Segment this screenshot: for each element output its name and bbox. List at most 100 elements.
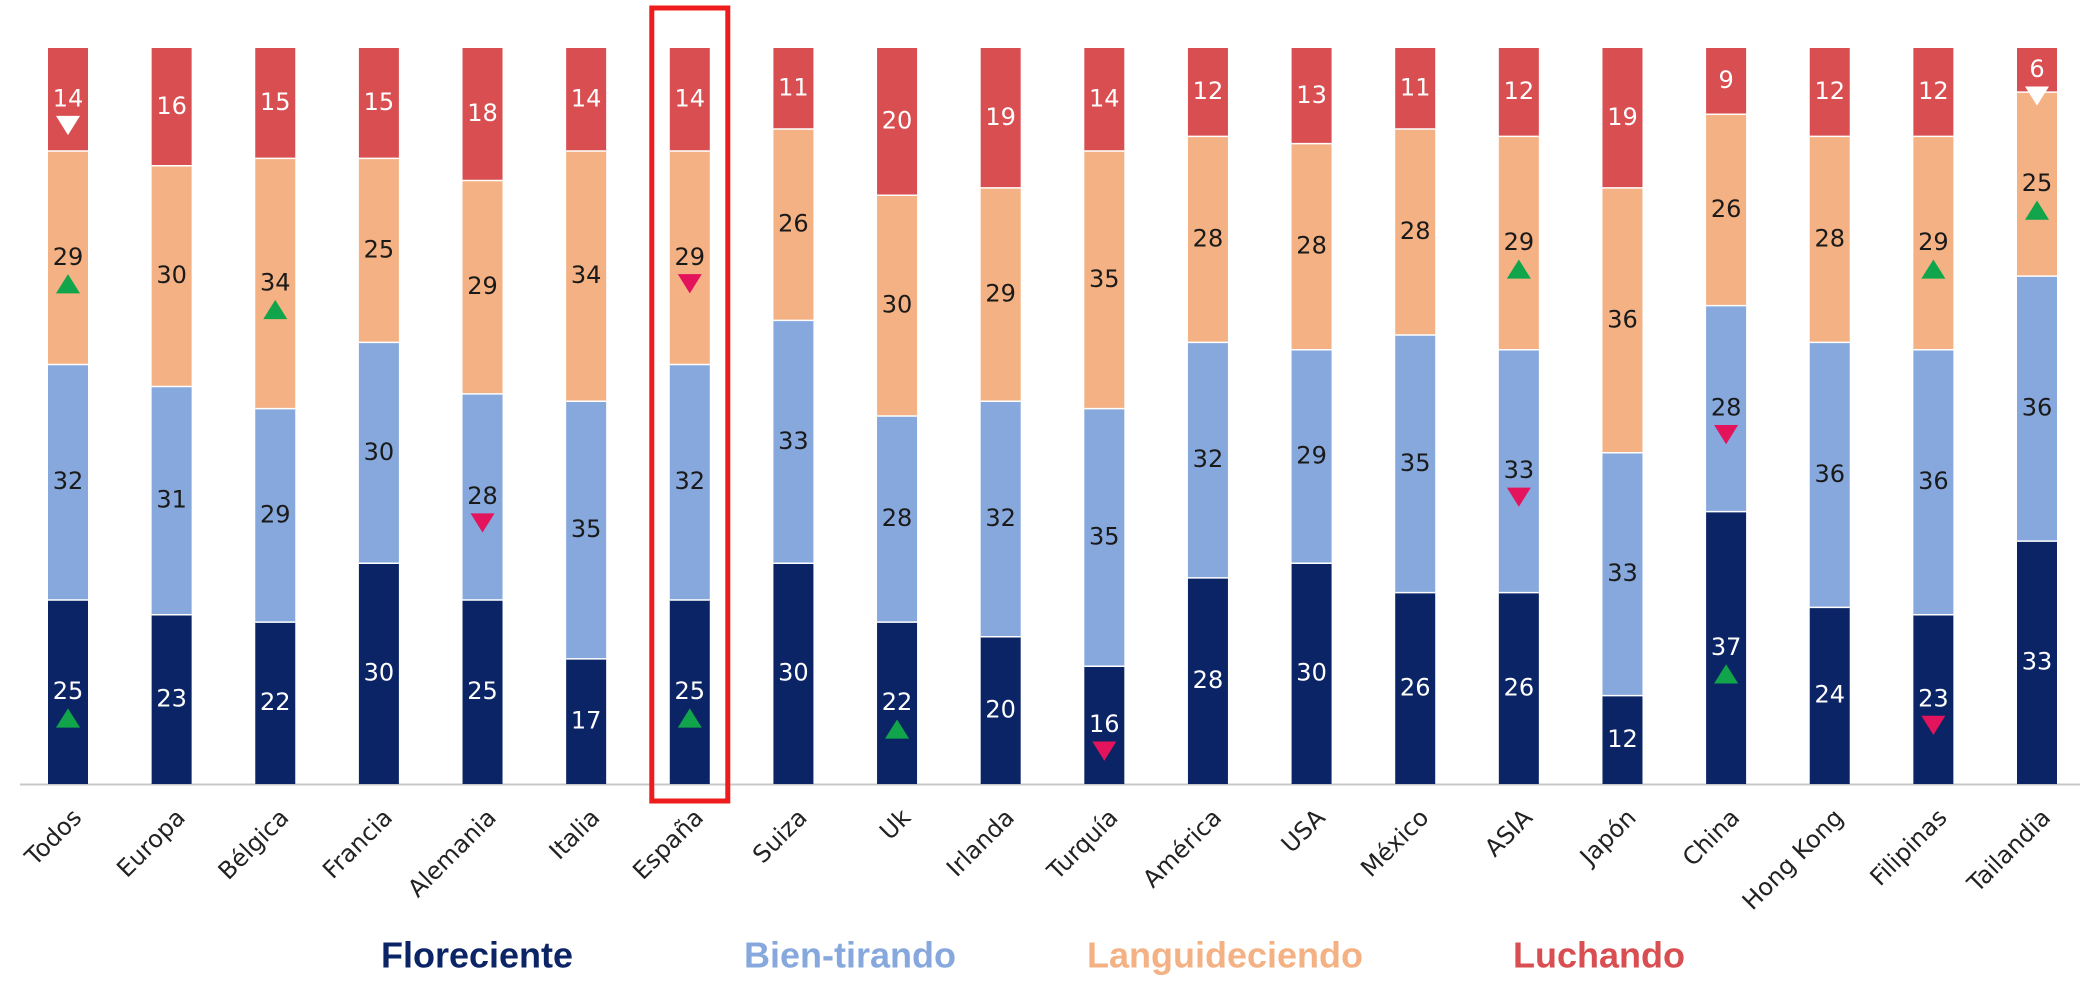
value-label: 31 [156, 486, 187, 514]
trend-arrow [263, 299, 288, 320]
bar-segment [980, 636, 1021, 784]
x-tick-label: Irlanda [941, 803, 1020, 882]
bar-segment [462, 393, 503, 600]
x-tick-label: Japón [1573, 803, 1642, 872]
value-label: 33 [1504, 456, 1535, 484]
value-label: 30 [778, 659, 809, 687]
bar-segment [1913, 349, 1954, 615]
value-label: 16 [156, 92, 187, 120]
bar-segment [358, 158, 399, 343]
bar-segment [2017, 276, 2057, 542]
trend-arrow [1506, 487, 1531, 507]
bar-segment [1084, 408, 1125, 667]
value-label: 12 [1193, 77, 1224, 105]
x-tick-label: Hong Kong [1737, 803, 1849, 915]
value-label: 25 [364, 235, 395, 263]
value-label: 37 [1711, 633, 1742, 661]
x-tick-label: Uk [874, 803, 916, 845]
value-label: 35 [1400, 449, 1431, 477]
bar-segment [1913, 136, 1954, 350]
trend-arrow [1092, 741, 1117, 761]
bar-segment [1498, 136, 1539, 350]
bar-segment [151, 614, 192, 784]
x-tick-label: ASIA [1479, 803, 1538, 862]
bar-segment [1395, 335, 1436, 593]
bar-segment [1602, 452, 1643, 696]
value-label: 12 [1607, 725, 1638, 753]
bar-segment [1187, 342, 1228, 578]
bar-segment [1395, 128, 1436, 336]
value-label: 18 [467, 99, 498, 127]
bar-segment [669, 151, 710, 365]
bar-segment [1291, 349, 1332, 564]
bar-segment [1395, 592, 1436, 784]
value-label: 29 [985, 280, 1016, 308]
bar-segment [566, 401, 607, 659]
value-label: 12 [1814, 77, 1845, 105]
value-label: 34 [260, 269, 291, 297]
bar-segment [1187, 48, 1228, 137]
value-label: 35 [1089, 265, 1120, 293]
trend-arrow [2025, 86, 2049, 106]
bar-segment [1809, 607, 1850, 784]
value-label: 11 [1400, 73, 1431, 101]
value-label: 15 [260, 88, 291, 116]
bar-segment [1084, 48, 1125, 152]
x-tick-label: España [627, 803, 709, 885]
x-tick-label: Suiza [747, 803, 812, 868]
bar-segment [1809, 48, 1850, 137]
bar-segment [669, 364, 710, 600]
legend-entry: Luchando [1513, 935, 1685, 976]
x-tick-label: Todos [19, 803, 87, 871]
bar-segment [462, 48, 503, 181]
trend-arrow [1506, 259, 1531, 279]
value-label: 32 [1193, 445, 1224, 473]
value-label: 25 [675, 677, 706, 705]
value-label: 28 [1296, 232, 1327, 260]
bar-segment [980, 48, 1021, 188]
bar-segment [1602, 187, 1643, 453]
value-label: 36 [1814, 460, 1845, 488]
value-label: 15 [364, 88, 395, 116]
value-label: 33 [778, 427, 809, 455]
bar-segment [1809, 136, 1850, 343]
x-tick-label: Italia [544, 803, 606, 865]
value-label: 26 [1711, 195, 1742, 223]
value-label: 14 [1089, 85, 1120, 113]
x-tick-label: Europa [111, 803, 190, 882]
value-label: 29 [260, 500, 291, 528]
bar-segment [1498, 48, 1539, 137]
value-label: 30 [1296, 659, 1327, 687]
bar-segment [1291, 48, 1332, 144]
bar-segment [1291, 143, 1332, 350]
legend-entry: Bien-tirando [744, 935, 956, 976]
value-label: 32 [985, 504, 1016, 532]
value-label: 22 [260, 688, 291, 716]
bar-segment [48, 364, 88, 600]
value-label: 25 [2022, 169, 2053, 197]
trend-arrow [1921, 715, 1946, 735]
value-label: 30 [882, 291, 913, 319]
bar-segment [48, 600, 88, 784]
value-label: 20 [882, 107, 913, 135]
value-label: 22 [882, 688, 913, 716]
value-label: 28 [882, 504, 913, 532]
bar-segment [1602, 48, 1643, 188]
bar-segment [1498, 349, 1539, 593]
bar-segment [566, 658, 607, 784]
bar-segment [980, 401, 1021, 637]
x-tick-label: Turquía [1041, 803, 1123, 885]
bar-segment [877, 622, 918, 784]
value-label: 19 [985, 103, 1016, 131]
bar-segment [1706, 114, 1747, 306]
value-label: 29 [1296, 441, 1327, 469]
bar-segment [1706, 48, 1747, 115]
trend-arrow [56, 115, 80, 136]
bar-segment [877, 48, 918, 196]
legend-entry: Languideciendo [1087, 935, 1363, 976]
bar-segment [980, 187, 1021, 402]
value-label: 33 [2022, 648, 2053, 676]
bar-segment [1084, 666, 1125, 784]
x-tick-label: Bélgica [213, 803, 295, 885]
value-label: 17 [571, 706, 602, 734]
